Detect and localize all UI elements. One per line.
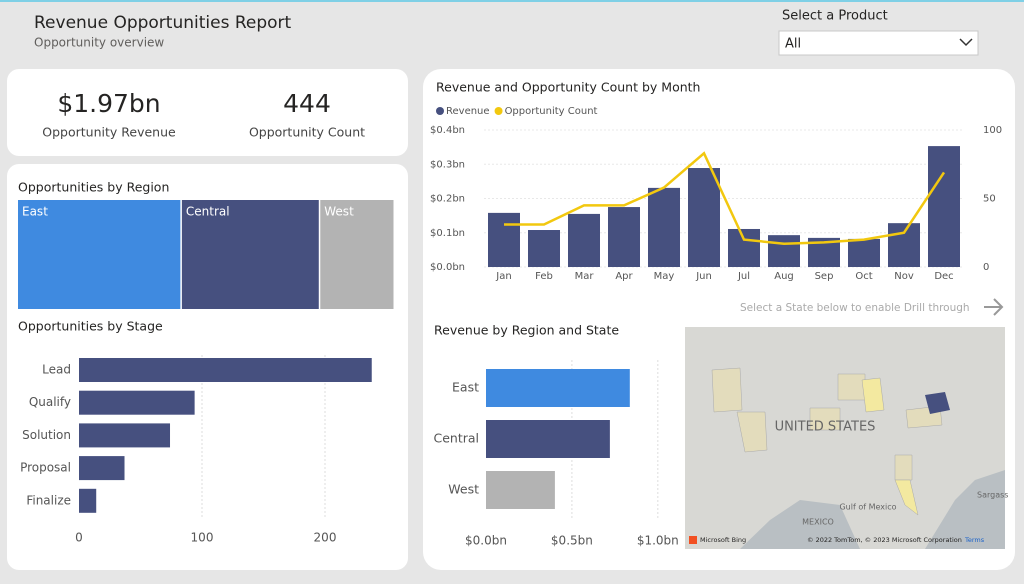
- chart-title: Opportunities by Stage: [18, 319, 163, 334]
- x-tick-label: May: [654, 271, 675, 282]
- bar: [79, 488, 97, 513]
- x-tick-label: Feb: [535, 271, 553, 282]
- dropdown-box[interactable]: [778, 30, 979, 56]
- bar: [888, 223, 920, 267]
- y-tick-label: East: [452, 380, 479, 395]
- bar: [728, 228, 760, 267]
- tile-label: East: [22, 205, 48, 219]
- bar: [79, 423, 171, 448]
- y-tick-label: Finalize: [26, 493, 71, 507]
- y-tick-label: Proposal: [20, 461, 71, 475]
- bar: [688, 168, 720, 267]
- map-label: UNITED STATES: [775, 420, 876, 435]
- x-tick-label: $0.0bn: [465, 534, 507, 548]
- map-label: MEXICO: [802, 518, 834, 527]
- legend-label: Revenue: [446, 106, 490, 117]
- drill-arrow[interactable]: [984, 298, 1004, 316]
- bing-logo: [689, 536, 697, 544]
- x-tick-label: Aug: [774, 271, 794, 282]
- x-tick-label: Jan: [495, 271, 511, 282]
- treemap-tile: [181, 200, 319, 309]
- dropdown-value[interactable]: All: [785, 37, 801, 52]
- bar: [528, 230, 560, 267]
- top-bar: [0, 0, 1024, 2]
- bar: [79, 358, 372, 382]
- map-terms[interactable]: Terms: [964, 536, 985, 544]
- x-tick-label: Sep: [815, 271, 834, 282]
- x-tick-label: Dec: [934, 271, 953, 282]
- chevron[interactable]: [959, 38, 973, 47]
- map-state[interactable]: [925, 392, 950, 414]
- y-tick-label: $0.0bn: [430, 262, 465, 273]
- chart-title: Revenue by Region and State: [434, 323, 619, 338]
- y-tick-label: Solution: [22, 428, 71, 442]
- x-tick-label: Jun: [695, 271, 712, 282]
- x-tick-label: Jul: [737, 271, 750, 282]
- x-tick-label: $0.5bn: [551, 534, 593, 548]
- kpi-value: $1.97bn: [57, 89, 160, 118]
- bar: [79, 390, 195, 415]
- kpi-label: Opportunity Count: [249, 125, 365, 140]
- drill-note: Select a State below to enable Drill thr…: [740, 302, 970, 314]
- bar: [928, 146, 960, 267]
- bar: [648, 187, 680, 267]
- bar: [768, 235, 800, 267]
- bar: [486, 420, 610, 458]
- tile-label: West: [324, 205, 354, 219]
- y2-tick-label: 0: [983, 262, 989, 273]
- legend-marker: [494, 107, 503, 115]
- x-tick-label: 100: [191, 531, 214, 545]
- map-brand: Microsoft Bing: [700, 536, 746, 544]
- x-tick-label: 0: [75, 531, 83, 545]
- y-tick-label: $0.1bn: [430, 228, 465, 239]
- bar: [568, 213, 600, 267]
- bar: [486, 369, 630, 407]
- bar: [488, 212, 520, 267]
- y2-tick-label: 50: [983, 194, 996, 205]
- map-label: Sargass: [977, 491, 1008, 500]
- slicer-label: Select a Product: [782, 9, 888, 24]
- kpi-card: [7, 69, 408, 156]
- line: [504, 151, 946, 245]
- map-land: [685, 327, 1005, 549]
- y2-tick-label: 100: [983, 125, 1002, 136]
- kpi-label: Opportunity Revenue: [42, 125, 176, 140]
- chart-title: Revenue and Opportunity Count by Month: [436, 80, 700, 95]
- bar: [848, 238, 880, 267]
- tile-label: Central: [186, 205, 230, 219]
- treemap-tile: [18, 200, 181, 309]
- map-state[interactable]: [861, 377, 919, 516]
- report-title: Revenue Opportunities Report: [34, 13, 292, 33]
- x-tick-label: $1.0bn: [637, 534, 679, 548]
- map[interactable]: UNITED STATES Gulf of Mexico MEXICO Sarg…: [685, 327, 1008, 549]
- x-tick-label: Oct: [855, 271, 872, 282]
- kpi-value: 444: [283, 89, 331, 118]
- y-tick-label: Central: [433, 431, 479, 446]
- x-tick-label: 200: [314, 531, 337, 545]
- chart-title: Opportunities by Region: [18, 180, 169, 195]
- treemap-tile: [320, 200, 394, 309]
- map-copyright: © 2022 TomTom, © 2023 Microsoft Corporat…: [807, 536, 962, 544]
- legend-marker: [436, 107, 444, 115]
- y-tick-label: $0.2bn: [430, 194, 465, 205]
- y-tick-label: Qualify: [29, 395, 71, 409]
- bar: [486, 471, 555, 509]
- legend-label: Opportunity Count: [505, 106, 598, 117]
- bar: [608, 207, 640, 267]
- y-tick-label: West: [448, 482, 479, 497]
- bar: [79, 456, 125, 481]
- product-dropdown[interactable]: All: [778, 30, 979, 56]
- x-tick-label: Apr: [615, 271, 633, 282]
- x-tick-label: Mar: [575, 271, 595, 282]
- x-tick-label: Nov: [894, 271, 914, 282]
- map-label: Gulf of Mexico: [839, 503, 896, 512]
- y-tick-label: $0.4bn: [430, 125, 465, 136]
- y-tick-label: Lead: [42, 363, 71, 377]
- y-tick-label: $0.3bn: [430, 159, 465, 170]
- report-subtitle: Opportunity overview: [34, 36, 164, 50]
